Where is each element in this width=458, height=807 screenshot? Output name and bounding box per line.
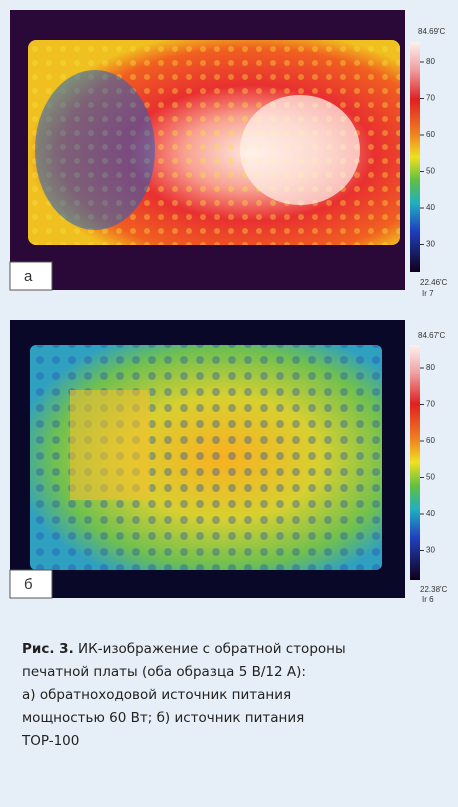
tick-label: 40 xyxy=(426,203,435,212)
tick-label: 30 xyxy=(426,240,435,249)
tick-label: 80 xyxy=(426,363,435,372)
scale-id: Ir 6 xyxy=(422,595,434,604)
tick-label: 80 xyxy=(426,57,435,66)
color-scale xyxy=(410,345,420,580)
caption-label: Рис. 3. xyxy=(22,641,74,657)
tick-label: 50 xyxy=(426,167,435,176)
tick-label: 70 xyxy=(426,400,435,409)
panel-label: б xyxy=(24,576,33,593)
scale-max: 84.67'C xyxy=(418,331,446,340)
caption-text: ИК-изображение с обратной стороны xyxy=(78,641,346,657)
figure: а 84.69'C 22.46'C Ir 7 б 84.67'C 22.38'C… xyxy=(0,0,458,620)
caption: Рис. 3. ИК-изображение с обратной сторон… xyxy=(22,638,452,753)
color-scale xyxy=(410,42,420,272)
tick-label: 40 xyxy=(426,509,435,518)
scale-id: Ir 7 xyxy=(422,289,434,298)
tick-label: 60 xyxy=(426,436,435,445)
scale-min: 22.46'C xyxy=(420,278,448,287)
panel-label: а xyxy=(24,268,33,285)
caption-line: печатной платы (оба образца 5 В/12 А): xyxy=(22,661,452,684)
page: а 84.69'C 22.46'C Ir 7 б 84.67'C 22.38'C… xyxy=(0,0,458,807)
caption-line: а) обратноходовой источник питания xyxy=(22,684,452,707)
caption-line: TOP-100 xyxy=(22,730,452,753)
caption-line: Рис. 3. ИК-изображение с обратной сторон… xyxy=(22,638,452,661)
caption-line: мощностью 60 Вт; б) источник питания xyxy=(22,707,452,730)
tick-label: 70 xyxy=(426,94,435,103)
tick-label: 30 xyxy=(426,546,435,555)
scale-max: 84.69'C xyxy=(418,27,446,36)
tick-label: 60 xyxy=(426,130,435,139)
tick-label: 50 xyxy=(426,473,435,482)
scale-min: 22.38'C xyxy=(420,585,448,594)
